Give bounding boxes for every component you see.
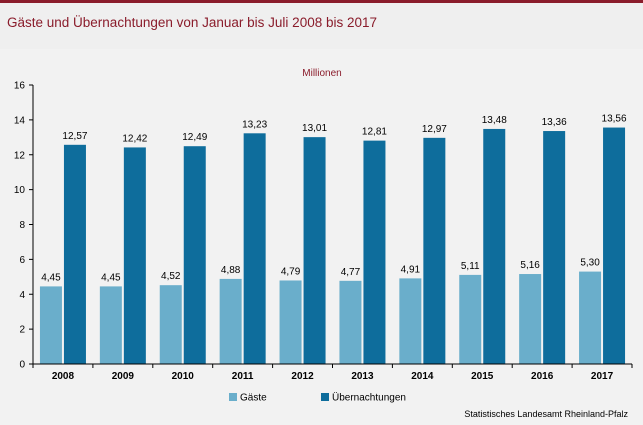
x-tick-label: 2012 <box>291 371 314 382</box>
y-tick-label: 6 <box>19 255 25 266</box>
data-label-uebernachtungen: 12,57 <box>62 131 87 142</box>
legend-swatch-gaeste <box>229 393 237 401</box>
x-tick-label: 2017 <box>591 371 614 382</box>
source-note: Statistisches Landesamt Rheinland-Pfalz <box>464 409 628 419</box>
chart-title: Gäste und Übernachtungen von Januar bis … <box>7 15 378 30</box>
bar-uebernachtungen <box>603 127 626 364</box>
x-axis: 2008 2009 2010 2011 2012 2013 2014 2015 2016 2017 <box>32 363 633 382</box>
x-tick-label: 2016 <box>531 371 554 382</box>
bar-chart: Millionen 0 2 4 6 8 10 12 14 16 4,45 12,57 4,45 12,… <box>14 68 633 419</box>
bar-gaeste <box>219 278 242 364</box>
y-tick-label: 0 <box>19 360 25 371</box>
data-label-gaeste: 4,77 <box>341 267 361 278</box>
data-label-uebernachtungen: 12,81 <box>362 127 387 138</box>
bar-uebernachtungen <box>363 140 386 364</box>
data-label-uebernachtungen: 13,36 <box>542 117 567 128</box>
legend: Gäste Übernachtungen <box>229 392 406 404</box>
bar-gaeste <box>39 286 62 364</box>
bar-gaeste <box>579 271 602 364</box>
x-tick-label: 2009 <box>112 371 135 382</box>
y-tick-label: 2 <box>19 325 25 336</box>
legend-label-uebernachtungen: Übernachtungen <box>332 392 406 404</box>
bar-gaeste <box>279 280 302 364</box>
data-label-gaeste: 5,30 <box>580 258 600 269</box>
data-label-gaeste: 4,91 <box>401 264 421 275</box>
bar-uebernachtungen <box>183 146 206 364</box>
legend-label-gaeste: Gäste <box>240 393 267 404</box>
bar-gaeste <box>99 286 122 364</box>
x-tick-label: 2014 <box>411 371 434 382</box>
bar-uebernachtungen <box>63 144 86 364</box>
bar-uebernachtungen <box>123 147 146 364</box>
x-tick-label: 2015 <box>471 371 494 382</box>
bar-gaeste <box>399 278 422 364</box>
data-label-uebernachtungen: 12,42 <box>122 133 147 144</box>
bar-uebernachtungen <box>543 131 566 364</box>
y-tick-label: 16 <box>14 81 26 92</box>
data-label-gaeste: 4,52 <box>161 271 181 282</box>
data-label-gaeste: 4,88 <box>221 265 241 276</box>
data-label-gaeste: 5,11 <box>461 261 480 272</box>
chart-header: Gäste und Übernachtungen von Januar bis … <box>0 3 643 49</box>
bar-gaeste <box>159 285 182 364</box>
bar-uebernachtungen <box>483 128 506 364</box>
bar-gaeste <box>519 274 542 364</box>
bar-uebernachtungen <box>303 137 326 364</box>
legend-swatch-uebernachtungen <box>321 393 329 401</box>
x-tick-label: 2008 <box>52 371 75 382</box>
data-label-uebernachtungen: 13,56 <box>602 114 627 125</box>
x-tick-label: 2013 <box>351 371 374 382</box>
y-tick-label: 4 <box>19 290 25 301</box>
data-label-uebernachtungen: 12,97 <box>422 124 447 135</box>
data-label-uebernachtungen: 13,23 <box>242 119 267 130</box>
y-tick-label: 10 <box>14 185 26 196</box>
data-label-gaeste: 4,45 <box>101 272 121 283</box>
data-label-uebernachtungen: 13,01 <box>302 123 327 134</box>
bars: 4,45 12,57 4,45 12,42 4,52 12,49 4,88 13,23 4,79… <box>39 114 627 364</box>
data-label-gaeste: 4,79 <box>281 266 301 277</box>
bar-gaeste <box>459 274 482 364</box>
y-tick-label: 12 <box>14 150 26 161</box>
y-axis: 0 2 4 6 8 10 12 14 16 <box>14 81 34 371</box>
data-label-uebernachtungen: 12,49 <box>182 132 207 143</box>
data-label-gaeste: 5,16 <box>520 260 540 271</box>
unit-label: Millionen <box>302 68 341 79</box>
bar-uebernachtungen <box>243 133 266 364</box>
x-tick-label: 2011 <box>232 371 254 382</box>
bar-gaeste <box>339 280 362 364</box>
plot-area: Millionen 0 2 4 6 8 10 12 14 16 4,45 12,57 4,45 12,… <box>0 49 643 425</box>
data-label-gaeste: 4,45 <box>41 272 61 283</box>
y-tick-label: 14 <box>14 115 26 126</box>
bar-uebernachtungen <box>423 137 446 364</box>
x-tick-label: 2010 <box>172 371 195 382</box>
y-tick-label: 8 <box>19 220 25 231</box>
data-label-uebernachtungen: 13,48 <box>482 115 507 126</box>
